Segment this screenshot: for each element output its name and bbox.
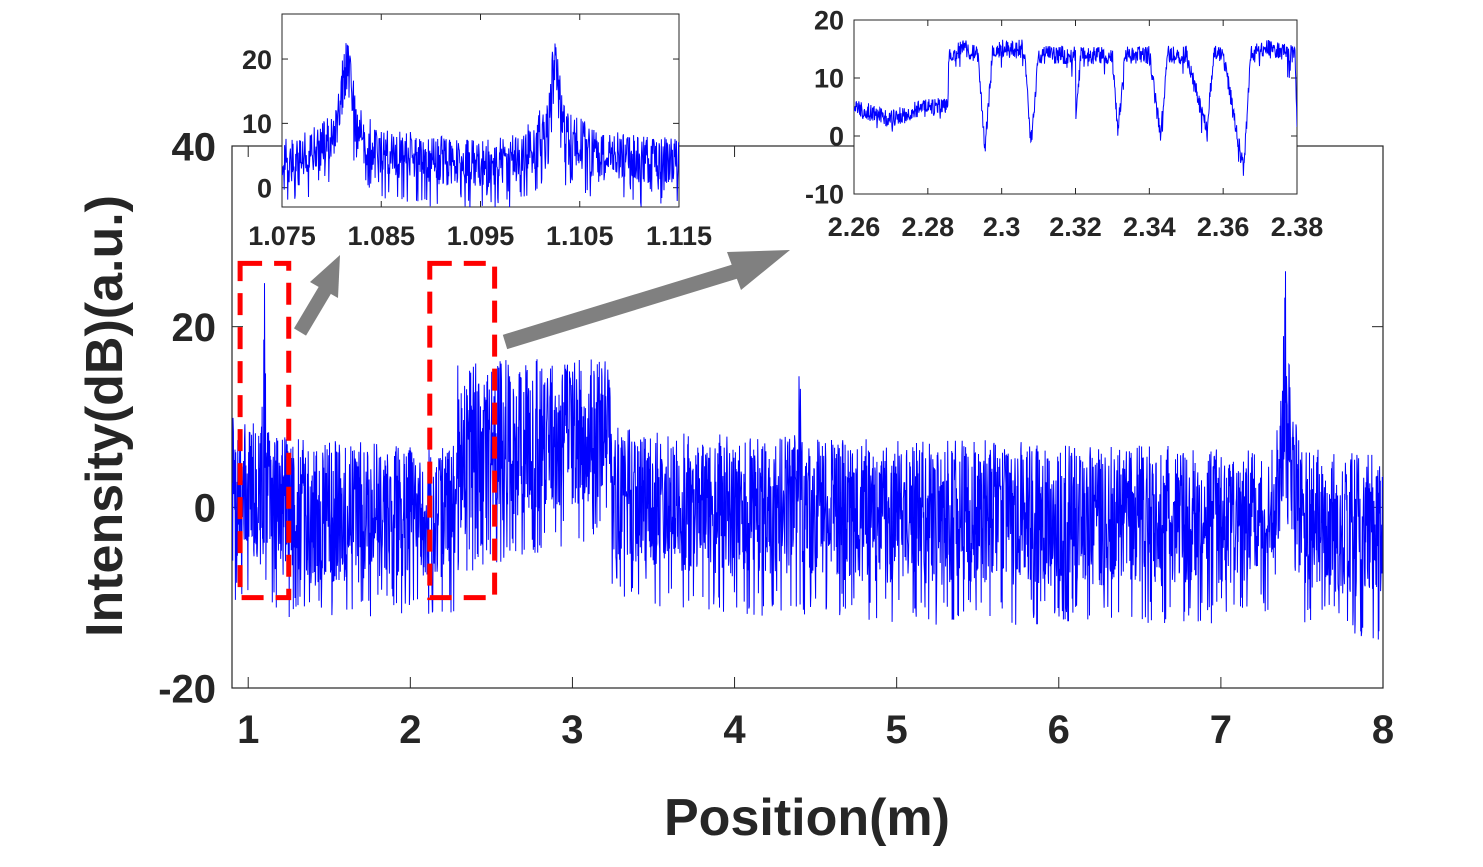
x-tick-label: 6 (1048, 708, 1070, 752)
main-signal-trace (232, 271, 1383, 640)
x-tick-label: 7 (1210, 708, 1232, 752)
signal-trace (282, 43, 679, 207)
main-x-axis-label: Position(m) (664, 789, 950, 847)
x-tick-label: 2.36 (1197, 212, 1250, 242)
x-tick-label: 1.075 (248, 221, 316, 251)
x-tick-label: 1 (237, 708, 259, 752)
x-tick-label: 3 (561, 708, 583, 752)
inset-right: 2.26 2.28 2.3 2.32 2.34 2.36 2.38 -10 0 10 20 (805, 6, 1323, 242)
y-tick-label: 0 (829, 122, 844, 152)
y-tick-label: 20 (814, 6, 844, 36)
main-x-tick-labels: 1 2 3 4 5 6 7 8 (237, 708, 1394, 752)
main-plot-frame (231, 145, 1384, 689)
y-tick-label: 0 (257, 173, 272, 203)
x-tick-label: 1.115 (646, 221, 712, 251)
arrow-to-left-inset (293, 255, 340, 336)
x-tick-label: 2.26 (828, 212, 881, 242)
x-tick-label: 2.32 (1049, 212, 1102, 242)
y-tick-label: 10 (814, 64, 844, 94)
x-tick-label: 1.085 (347, 221, 415, 251)
signal-trace (232, 271, 1383, 640)
y-tick-label: 0 (194, 487, 216, 531)
x-tick-label: 1.095 (447, 221, 515, 251)
y-tick-label: 10 (242, 109, 272, 139)
x-tick-label: 2.28 (902, 212, 955, 242)
highlight-box-1 (237, 260, 292, 601)
inset-right-x-tick-labels: 2.26 2.28 2.3 2.32 2.34 2.36 2.38 (828, 212, 1324, 242)
main-y-tick-labels: -20 0 20 40 (158, 125, 216, 711)
x-tick-label: 8 (1372, 708, 1394, 752)
main-y-axis-label: Intensity(dB)(a.u.) (76, 195, 134, 637)
x-tick-label: 2.38 (1271, 212, 1324, 242)
inset-left-tick-marks (281, 14, 680, 207)
inset-right-signal-trace (854, 39, 1297, 176)
inset-left: 1.075 1.085 1.095 1.105 1.115 0 10 20 (242, 13, 712, 251)
x-tick-label: 1.105 (546, 221, 614, 251)
highlight-box-2 (427, 260, 498, 601)
inset-right-y-tick-labels: -10 0 10 20 (805, 6, 844, 210)
x-tick-label: 4 (723, 708, 746, 752)
inset-left-x-tick-labels: 1.075 1.085 1.095 1.105 1.115 (248, 221, 712, 251)
y-tick-label: 20 (172, 306, 217, 350)
x-tick-label: 2.3 (983, 212, 1021, 242)
y-tick-label: 40 (172, 125, 217, 169)
main-chart: 1 2 3 4 5 6 7 8 -20 0 20 40 Position(m) Intensity(… (76, 125, 1394, 847)
inset-right-tick-marks (853, 19, 1298, 195)
y-tick-label: 20 (242, 45, 272, 75)
signal-trace (854, 39, 1297, 176)
x-tick-label: 5 (886, 708, 908, 752)
arrow-to-right-inset (502, 250, 790, 350)
x-tick-label: 2.34 (1123, 212, 1176, 242)
highlight-boxes (237, 260, 498, 601)
y-tick-label: -10 (805, 180, 844, 210)
inset-left-y-tick-labels: 0 10 20 (242, 45, 272, 204)
y-tick-label: -20 (158, 667, 216, 711)
x-tick-label: 2 (399, 708, 421, 752)
inset-left-signal-trace (282, 43, 679, 207)
